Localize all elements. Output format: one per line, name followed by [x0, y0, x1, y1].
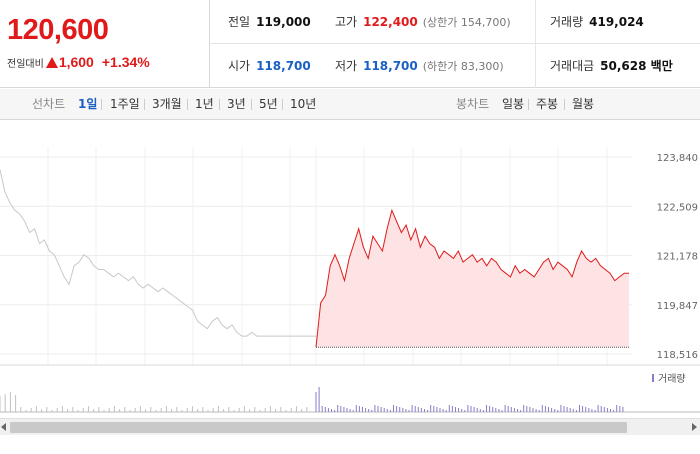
tab-3months[interactable]: 3개월 — [152, 97, 182, 111]
stat-volume: 거래량 419,024 — [550, 15, 644, 29]
change-label: 전일대비 — [7, 59, 44, 70]
tab-monthly-candle[interactable]: 월봉 — [572, 97, 595, 111]
divider — [219, 99, 220, 110]
quote-header: 120,600 전일대비 1,600 +1.34% 전일 119,000 고가 122,… — [0, 0, 700, 88]
stat-high: 고가 122,400 (상한가 154,700) — [335, 15, 511, 29]
change-percent: +1.34% — [101, 54, 150, 70]
stat-prev-close: 전일 119,000 — [228, 15, 311, 29]
price-change: 전일대비 1,600 +1.34% — [7, 54, 150, 70]
intraday-chart: 123,840122,509121,178119,847118,516거래량03… — [0, 121, 700, 450]
price-chart-svg: 123,840122,509121,178119,847118,516거래량03… — [0, 147, 700, 428]
y-tick-label: 118,516 — [657, 350, 698, 361]
stat-open: 시가 118,700 — [228, 59, 311, 73]
current-price: 120,600 — [7, 14, 109, 46]
scroll-right-icon[interactable] — [692, 423, 697, 431]
tab-weekly-candle[interactable]: 주봉 — [536, 97, 559, 111]
y-tick-label: 119,847 — [657, 301, 698, 312]
tab-1week[interactable]: 1주일 — [110, 97, 140, 111]
divider — [564, 99, 565, 110]
divider — [535, 0, 536, 88]
period-tabs: 선차트 1일 1주일 3개월 1년 3년 5년 10년 봉차트 일봉 주봉 월봉 — [0, 89, 700, 120]
stats-row: 시가 118,700 저가 118,700 (하한가 83,300) 거래대금 50,6… — [210, 44, 700, 88]
volume-legend-swatch — [652, 374, 654, 382]
line-chart-label: 선차트 — [32, 97, 66, 111]
tab-daily-candle[interactable]: 일봉 — [502, 97, 525, 111]
divider — [187, 99, 188, 110]
scrollbar-thumb[interactable] — [10, 422, 627, 433]
stat-low: 저가 118,700 (하한가 83,300) — [335, 59, 504, 73]
stats-row: 전일 119,000 고가 122,400 (상한가 154,700) 거래량 419,… — [210, 0, 700, 44]
scroll-left-icon[interactable] — [1, 423, 6, 431]
stat-trade-value: 거래대금 50,628 백만 — [550, 59, 673, 73]
y-tick-label: 122,509 — [657, 202, 698, 213]
divider — [101, 99, 102, 110]
candle-chart-label: 봉차트 — [456, 97, 490, 111]
today-area-fill — [316, 210, 629, 348]
tab-5years[interactable]: 5년 — [259, 97, 278, 111]
price-box: 120,600 전일대비 1,600 +1.34% — [0, 0, 210, 88]
chart-scrollbar[interactable] — [0, 418, 700, 435]
volume-legend-label: 거래량 — [658, 373, 686, 385]
tab-10years[interactable]: 10년 — [290, 97, 317, 111]
tab-3years[interactable]: 3년 — [227, 97, 246, 111]
y-tick-label: 121,178 — [657, 252, 698, 263]
tab-1year[interactable]: 1년 — [195, 97, 214, 111]
tab-1day[interactable]: 1일 — [78, 97, 98, 111]
stats-panel: 전일 119,000 고가 122,400 (상한가 154,700) 거래량 419,… — [210, 0, 700, 88]
y-tick-label: 123,840 — [657, 153, 698, 164]
up-triangle-icon — [45, 57, 58, 68]
change-amount: 1,600 — [58, 54, 94, 70]
divider — [528, 99, 529, 110]
today-price-line — [315, 208, 629, 348]
divider — [282, 99, 283, 110]
divider — [251, 99, 252, 110]
divider — [144, 99, 145, 110]
prev-day-line — [0, 169, 316, 337]
